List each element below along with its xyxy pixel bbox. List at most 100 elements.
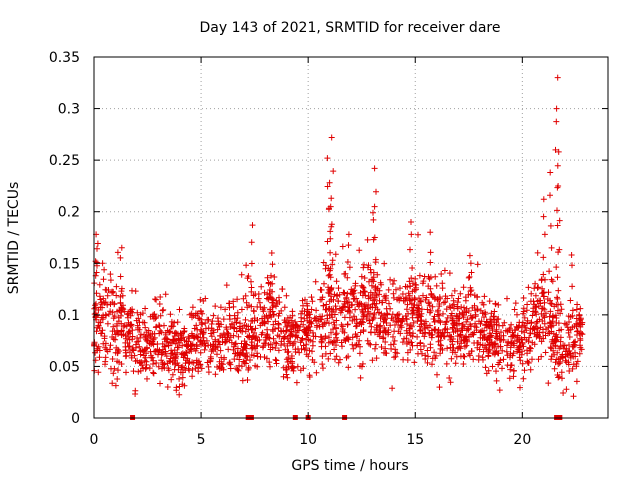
data-point <box>519 360 526 367</box>
data-point <box>197 349 204 356</box>
data-point <box>284 374 291 381</box>
data-point <box>400 356 407 363</box>
data-point <box>541 314 548 321</box>
axis-ticks <box>93 56 608 419</box>
data-point <box>162 291 169 298</box>
data-point <box>237 323 244 330</box>
data-point <box>409 265 416 271</box>
data-point <box>321 280 327 287</box>
data-point <box>170 354 177 361</box>
data-point <box>431 318 438 325</box>
data-point <box>119 292 126 299</box>
data-point <box>270 335 277 342</box>
data-point <box>493 368 499 375</box>
data-point <box>269 299 276 306</box>
data-point <box>368 323 375 330</box>
data-point <box>371 300 378 307</box>
data-point <box>548 323 555 330</box>
data-point <box>492 349 499 356</box>
data-point <box>141 332 148 338</box>
data-point <box>344 299 351 306</box>
data-point <box>175 344 182 351</box>
data-point <box>399 291 406 297</box>
y-tick-label: 0.3 <box>58 102 80 118</box>
data-point <box>404 301 411 308</box>
data-point <box>326 320 332 327</box>
data-point <box>118 285 125 292</box>
data-point <box>188 342 195 349</box>
data-point <box>288 317 295 324</box>
data-point <box>224 329 231 336</box>
data-point <box>263 355 270 362</box>
data-point <box>461 308 468 315</box>
data-point <box>177 369 184 376</box>
data-point <box>391 277 398 284</box>
data-point <box>153 296 160 303</box>
data-point <box>377 315 384 322</box>
data-point <box>107 277 114 284</box>
data-point <box>548 356 555 363</box>
data-point <box>353 320 360 327</box>
data-point <box>390 333 396 340</box>
data-point <box>261 304 268 311</box>
data-point <box>117 299 124 306</box>
data-point <box>397 318 404 325</box>
data-point <box>378 310 385 317</box>
data-point <box>360 313 367 320</box>
data-point <box>540 271 547 278</box>
data-point <box>234 309 241 316</box>
data-point <box>128 352 135 359</box>
data-point <box>450 297 457 304</box>
data-point <box>364 312 371 319</box>
data-point <box>290 325 297 332</box>
data-point <box>171 338 178 345</box>
data-point <box>548 345 555 352</box>
data-point <box>463 342 470 349</box>
data-point <box>367 304 374 310</box>
data-point <box>336 291 343 298</box>
data-point <box>94 240 101 247</box>
data-point <box>453 312 460 319</box>
data-point <box>380 349 387 356</box>
data-point <box>109 380 116 387</box>
data-point <box>112 336 119 343</box>
data-point <box>539 318 546 324</box>
data-point <box>389 281 396 287</box>
data-point <box>277 327 284 334</box>
data-point <box>97 296 104 303</box>
data-point <box>318 287 325 293</box>
data-point <box>376 297 383 304</box>
data-point <box>205 369 212 376</box>
data-point <box>574 332 580 338</box>
data-point <box>415 231 421 238</box>
data-point <box>243 299 250 306</box>
data-point <box>327 350 334 357</box>
data-point <box>449 338 456 345</box>
data-point <box>173 353 180 360</box>
data-point <box>283 328 289 335</box>
data-point <box>466 273 473 280</box>
data-point <box>560 390 567 396</box>
data-point <box>427 249 434 256</box>
data-point <box>426 275 433 282</box>
data-point <box>474 294 481 301</box>
data-point <box>370 209 376 216</box>
data-point <box>566 368 573 374</box>
data-points <box>91 74 586 400</box>
y-tick-label: 0.1 <box>58 308 80 324</box>
data-point <box>383 320 390 326</box>
data-point <box>541 231 548 238</box>
data-point <box>467 312 474 319</box>
data-point <box>326 298 333 305</box>
data-point <box>519 341 526 347</box>
data-point <box>431 313 438 320</box>
data-point <box>333 324 339 331</box>
data-point <box>554 274 561 281</box>
data-point <box>244 304 251 311</box>
data-point <box>528 290 535 297</box>
data-point <box>293 329 299 336</box>
data-point <box>351 287 358 294</box>
data-point <box>267 308 274 315</box>
data-point <box>468 269 475 276</box>
data-point <box>345 242 352 249</box>
